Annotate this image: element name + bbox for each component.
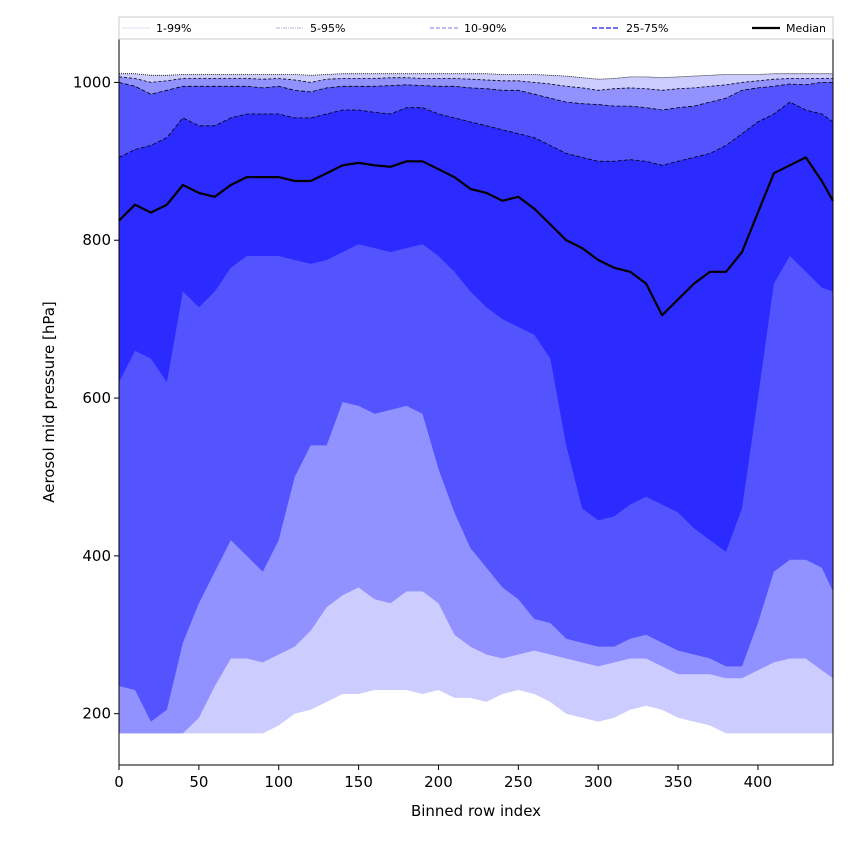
legend-frame <box>118 16 834 40</box>
line-p75 <box>118 101 834 166</box>
line-p95 <box>118 76 833 91</box>
legend-label-3: 10-90% <box>464 22 506 35</box>
boundary-lines <box>118 73 834 317</box>
legend-label-4: 25-75% <box>626 22 668 35</box>
y-axis: 200 400 600 800 1000 <box>73 73 119 723</box>
x-tick-label: 400 <box>744 773 773 791</box>
y-tick-label: 800 <box>82 231 111 249</box>
x-tick-label: 250 <box>504 773 533 791</box>
x-tick-label: 300 <box>584 773 613 791</box>
y-tick-label: 1000 <box>73 73 111 91</box>
y-tick-label: 200 <box>82 705 111 723</box>
legend-label-2: 5-95% <box>310 22 345 35</box>
y-axis-label: Aerosol mid pressure [hPa] <box>40 301 58 503</box>
median-line <box>118 156 834 317</box>
legend-label-1: 1-99% <box>156 22 191 35</box>
y-tick-label: 400 <box>82 547 111 565</box>
plot-area <box>119 73 833 734</box>
legend: 1-99% 5-95% 10-90% 25-75% Median <box>118 16 834 40</box>
line-p90 <box>118 82 833 111</box>
x-tick-label: 200 <box>424 773 453 791</box>
x-axis: 0 50 100 150 200 250 300 350 400 <box>114 765 772 791</box>
x-tick-label: 0 <box>114 773 124 791</box>
x-tick-label: 100 <box>264 773 293 791</box>
x-axis-label: Binned row index <box>411 802 541 820</box>
band-p25-p75 <box>119 102 833 552</box>
legend-label-5: Median <box>786 22 826 35</box>
x-tick-label: 350 <box>664 773 693 791</box>
x-tick-label: 150 <box>344 773 373 791</box>
y-tick-label: 600 <box>82 389 111 407</box>
x-tick-label: 50 <box>189 773 208 791</box>
